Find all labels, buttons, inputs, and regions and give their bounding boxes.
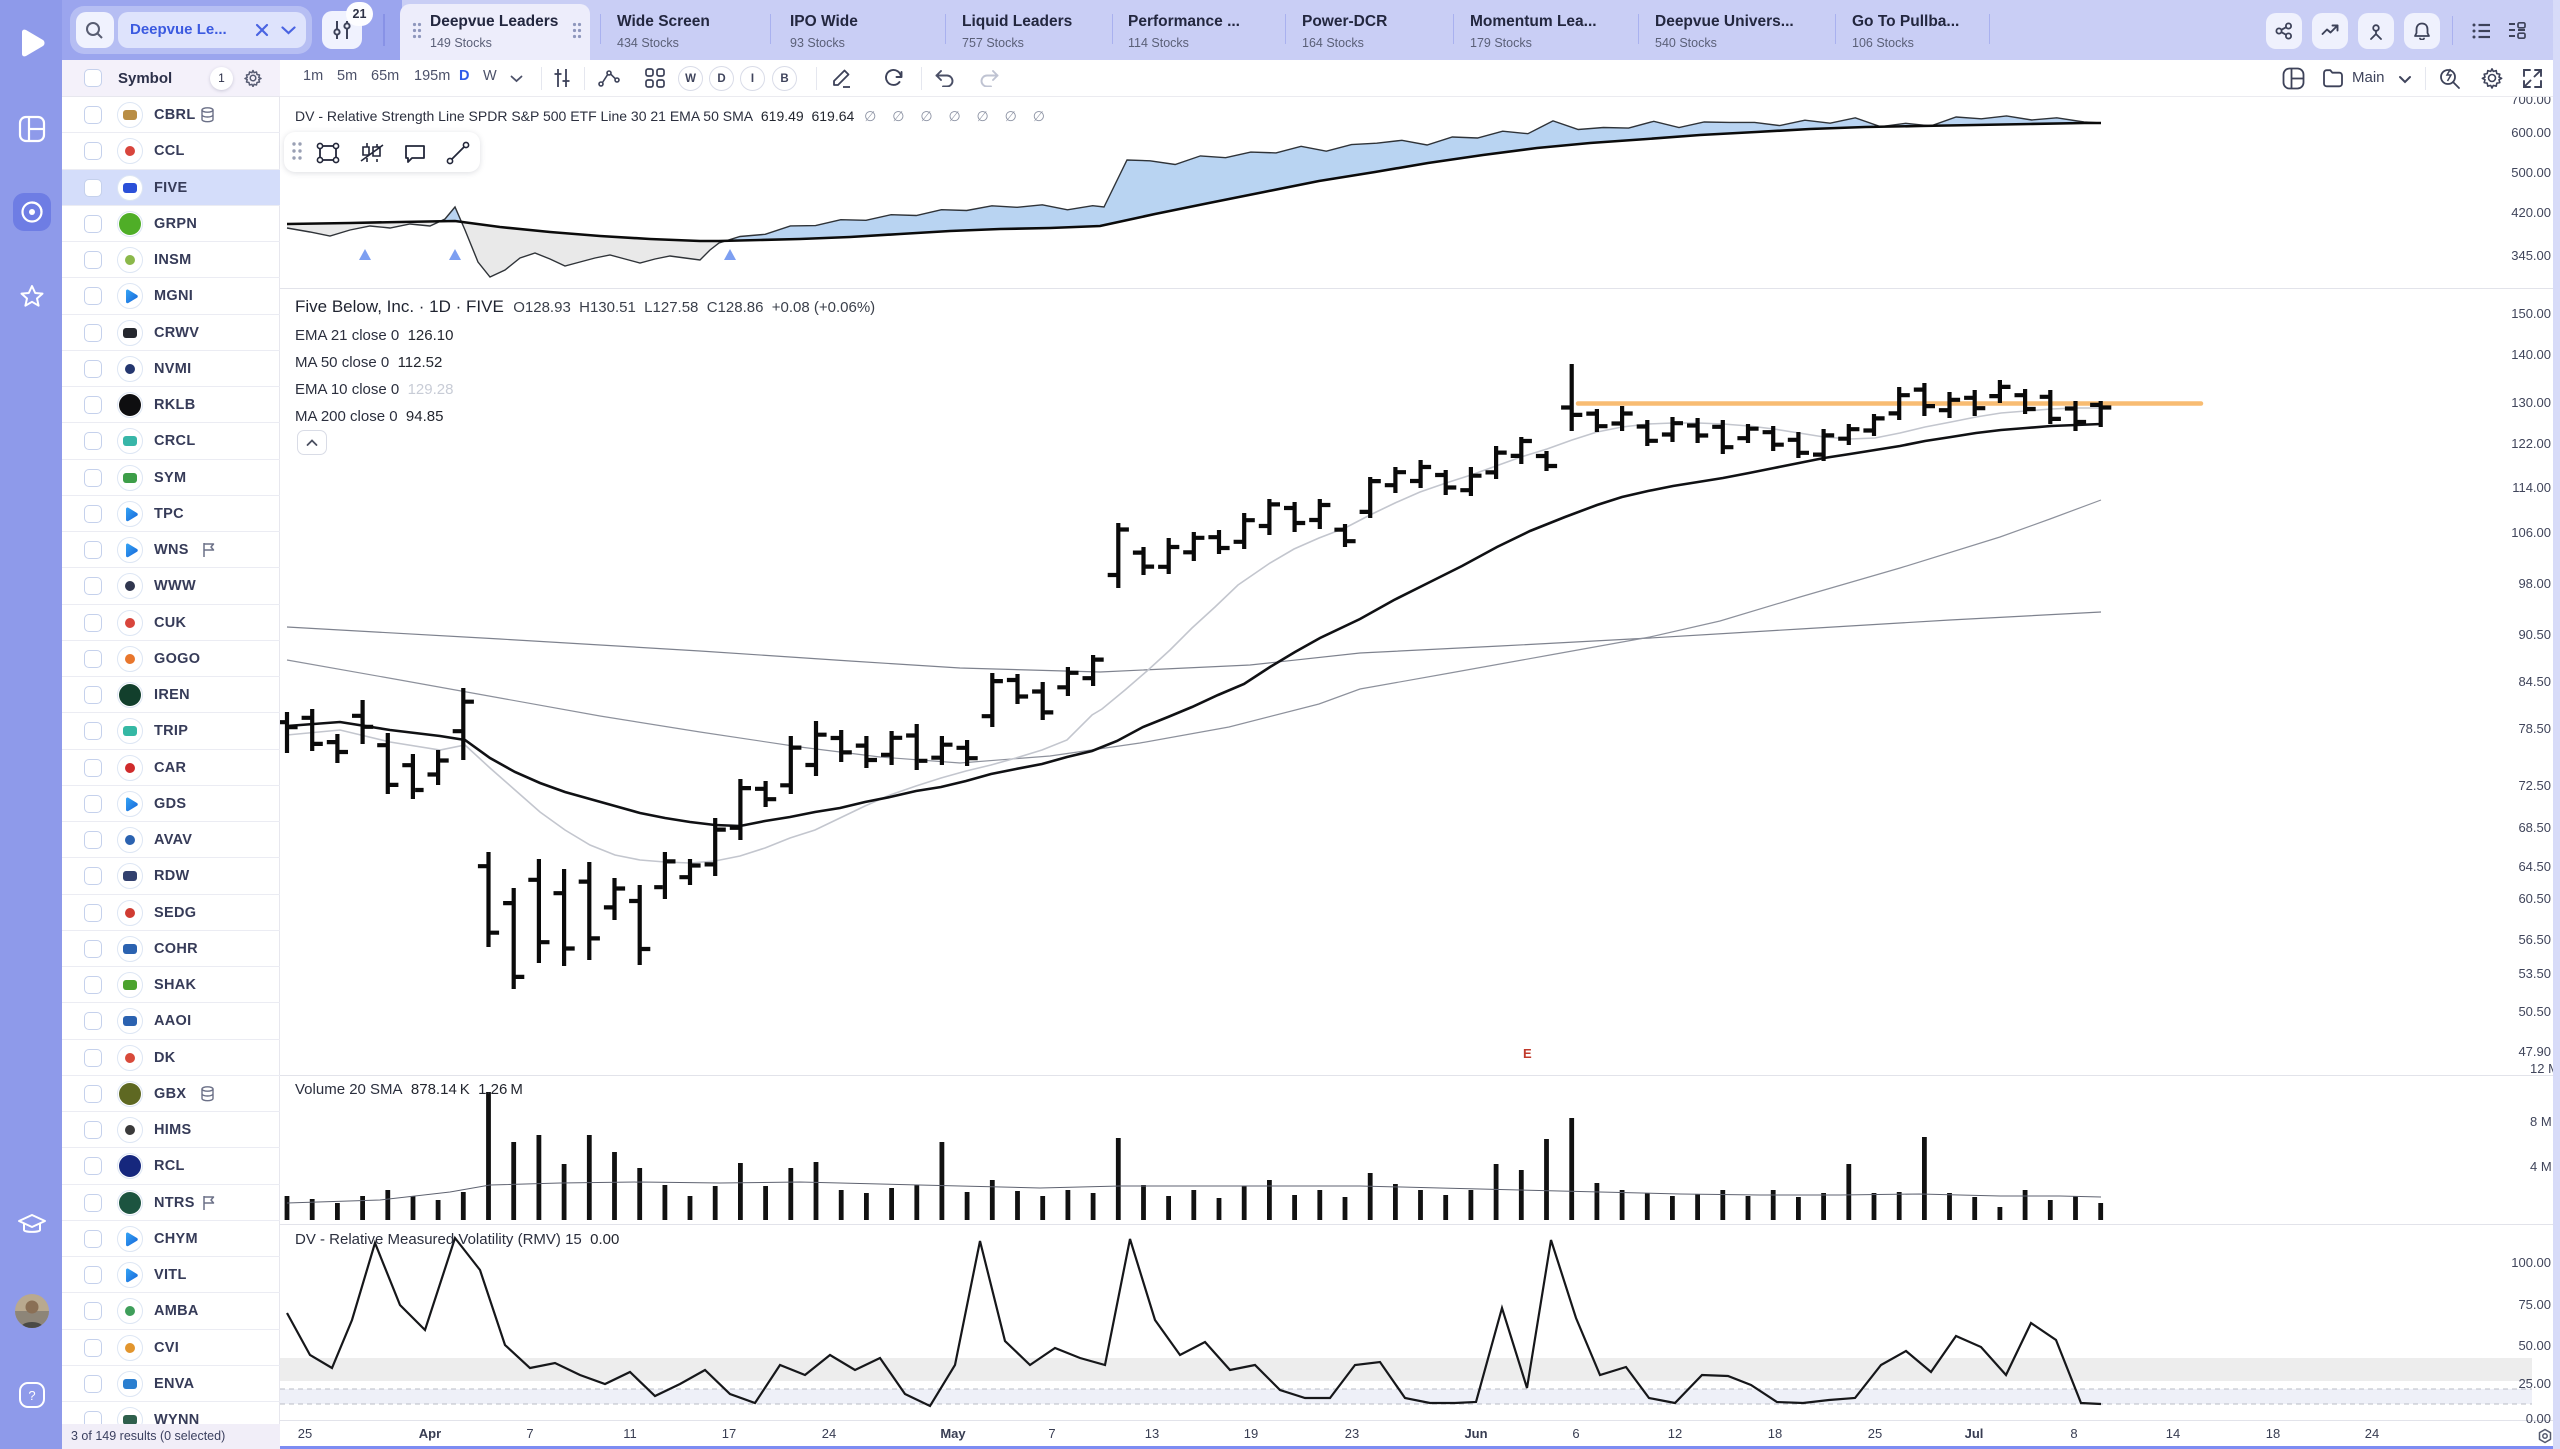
svg-text:19: 19 [1244, 1426, 1258, 1441]
svg-text:23: 23 [1345, 1426, 1359, 1441]
svg-text:72.50: 72.50 [2518, 778, 2551, 793]
svg-text:25.00: 25.00 [2518, 1376, 2551, 1391]
svg-text:78.50: 78.50 [2518, 721, 2551, 736]
svg-text:18: 18 [1768, 1426, 1782, 1441]
svg-text:24: 24 [2365, 1426, 2379, 1441]
svg-text:?: ? [28, 1388, 35, 1403]
svg-text:Jun: Jun [1464, 1426, 1487, 1441]
svg-text:25: 25 [298, 1426, 312, 1441]
svg-text:56.50: 56.50 [2518, 932, 2551, 947]
svg-text:64.50: 64.50 [2518, 859, 2551, 874]
svg-text:130.00: 130.00 [2511, 395, 2551, 410]
svg-text:0.00: 0.00 [2526, 1411, 2551, 1426]
svg-text:68.50: 68.50 [2518, 820, 2551, 835]
svg-text:84.50: 84.50 [2518, 674, 2551, 689]
svg-text:24: 24 [822, 1426, 836, 1441]
svg-text:25: 25 [1868, 1426, 1882, 1441]
svg-text:12 M: 12 M [2530, 1061, 2559, 1076]
svg-text:May: May [940, 1426, 966, 1441]
svg-text:14: 14 [2166, 1426, 2180, 1441]
svg-text:Apr: Apr [419, 1426, 441, 1441]
svg-text:122.00: 122.00 [2511, 436, 2551, 451]
svg-text:50.00: 50.00 [2518, 1338, 2551, 1353]
svg-text:140.00: 140.00 [2511, 347, 2551, 362]
svg-text:7: 7 [526, 1426, 533, 1441]
svg-text:50.50: 50.50 [2518, 1004, 2551, 1019]
svg-text:17: 17 [722, 1426, 736, 1441]
svg-text:700.00: 700.00 [2511, 97, 2551, 107]
svg-text:53.50: 53.50 [2518, 966, 2551, 981]
svg-text:600.00: 600.00 [2511, 125, 2551, 140]
svg-text:4 M: 4 M [2530, 1159, 2552, 1174]
svg-text:11: 11 [623, 1426, 637, 1441]
svg-text:90.50: 90.50 [2518, 627, 2551, 642]
svg-text:98.00: 98.00 [2518, 576, 2551, 591]
svg-text:Jul: Jul [1965, 1426, 1984, 1441]
svg-text:E: E [1523, 1046, 1532, 1061]
svg-text:18: 18 [2266, 1426, 2280, 1441]
svg-text:420.00: 420.00 [2511, 205, 2551, 220]
svg-text:500.00: 500.00 [2511, 165, 2551, 180]
svg-text:47.90: 47.90 [2518, 1044, 2551, 1059]
svg-text:100.00: 100.00 [2511, 1255, 2551, 1270]
svg-text:60.50: 60.50 [2518, 891, 2551, 906]
svg-text:114.00: 114.00 [2512, 480, 2551, 495]
svg-text:8 M: 8 M [2530, 1114, 2552, 1129]
svg-text:75.00: 75.00 [2518, 1297, 2551, 1312]
svg-text:13: 13 [1145, 1426, 1159, 1441]
svg-text:8: 8 [2070, 1426, 2077, 1441]
svg-text:150.00: 150.00 [2511, 306, 2551, 321]
svg-text:106.00: 106.00 [2511, 525, 2551, 540]
svg-text:12: 12 [1668, 1426, 1682, 1441]
svg-text:6: 6 [1572, 1426, 1579, 1441]
svg-text:345.00: 345.00 [2511, 248, 2551, 263]
svg-text:7: 7 [1048, 1426, 1055, 1441]
